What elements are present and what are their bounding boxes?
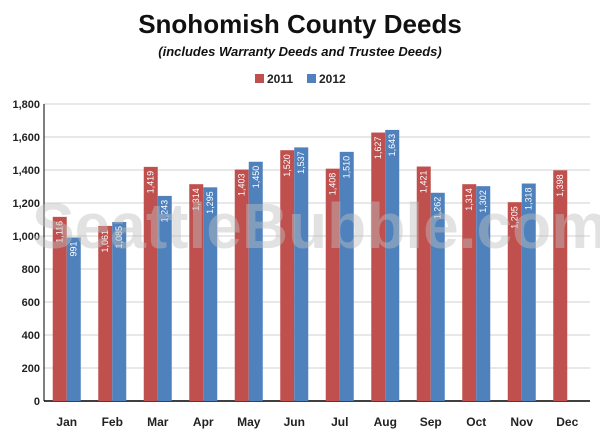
chart-subtitle: (includes Warranty Deeds and Trustee Dee… bbox=[158, 44, 441, 59]
bar-2012-May bbox=[248, 161, 263, 401]
data-label: 1,627 bbox=[373, 137, 383, 160]
x-tick-label: Aug bbox=[374, 415, 397, 429]
y-tick-label: 400 bbox=[22, 330, 40, 342]
x-tick-label: Jun bbox=[284, 415, 305, 429]
y-axis-ticks: 0 200 400 600 800 1,000 1,200 1,400 1,600 1,800 bbox=[12, 99, 40, 408]
x-tick-label: Feb bbox=[102, 415, 123, 429]
data-label: 1,510 bbox=[342, 156, 352, 179]
y-tick-label: 1,600 bbox=[12, 132, 40, 144]
y-tick-label: 1,000 bbox=[12, 231, 40, 243]
data-label: 991 bbox=[69, 241, 79, 256]
data-label: 1,302 bbox=[478, 190, 488, 213]
data-label: 1,085 bbox=[114, 226, 124, 249]
x-tick-label: May bbox=[237, 415, 261, 429]
bar-2012-Jul bbox=[339, 151, 354, 401]
legend-swatch-2011 bbox=[255, 74, 264, 83]
bar-2011-Aug bbox=[371, 132, 386, 402]
legend-label-2012: 2012 bbox=[319, 72, 346, 86]
bar-2012-Jun bbox=[294, 147, 309, 401]
bar-2012-Apr bbox=[203, 187, 218, 401]
x-axis-categories: Jan Feb Mar Apr May Jun Jul Aug Sep Oct Nov Dec bbox=[56, 415, 578, 429]
bar-2012-Aug bbox=[385, 129, 400, 401]
bar-2011-Nov bbox=[507, 202, 522, 401]
bar-2012-Oct bbox=[476, 186, 491, 401]
data-label: 1,314 bbox=[191, 188, 201, 211]
data-label: 1,116 bbox=[55, 221, 65, 243]
x-tick-label: Dec bbox=[556, 415, 578, 429]
data-label: 1,450 bbox=[251, 166, 261, 189]
x-tick-label: Jul bbox=[331, 415, 348, 429]
bar-2011-Sep bbox=[416, 166, 431, 401]
y-tick-label: 1,200 bbox=[12, 198, 40, 210]
data-label: 1,643 bbox=[387, 134, 397, 157]
x-tick-label: Mar bbox=[147, 415, 169, 429]
data-label: 1,262 bbox=[433, 197, 443, 220]
x-tick-label: Jan bbox=[56, 415, 77, 429]
data-label: 1,318 bbox=[524, 188, 534, 211]
bar-2011-Dec bbox=[553, 170, 568, 401]
bar-2011-Mar bbox=[143, 166, 158, 401]
data-label: 1,205 bbox=[510, 206, 520, 229]
data-label: 1,061 bbox=[100, 230, 110, 253]
x-tick-label: Apr bbox=[193, 415, 214, 429]
bars: 1,116 1,061 1,419 1,314 1,403 1,520 1,408 1,627… bbox=[52, 129, 568, 402]
gridlines bbox=[43, 103, 590, 402]
bar-2011-Apr bbox=[189, 184, 204, 401]
data-label: 1,403 bbox=[237, 174, 247, 197]
x-tick-label: Oct bbox=[466, 415, 486, 429]
chart-title: Snohomish County Deeds bbox=[138, 9, 462, 39]
bar-2012-Nov bbox=[521, 183, 536, 401]
data-label: 1,408 bbox=[328, 173, 338, 196]
bar-2012-Feb bbox=[112, 221, 127, 401]
bar-2012-Sep bbox=[430, 192, 445, 401]
data-label: 1,243 bbox=[160, 200, 170, 223]
data-label: 1,520 bbox=[282, 154, 292, 177]
bar-2011-Oct bbox=[462, 184, 477, 401]
data-label: 1,314 bbox=[464, 188, 474, 211]
bar-2011-Jan bbox=[52, 216, 67, 401]
x-tick-label: Nov bbox=[510, 415, 533, 429]
bar-2011-Jul bbox=[325, 168, 340, 401]
bar-2011-Feb bbox=[98, 225, 113, 401]
legend-swatch-2012 bbox=[307, 74, 316, 83]
y-tick-label: 1,800 bbox=[12, 99, 40, 111]
y-tick-label: 600 bbox=[22, 297, 40, 309]
y-tick-label: 1,400 bbox=[12, 165, 40, 177]
data-label: 1,295 bbox=[205, 191, 215, 214]
legend: 2011 2012 bbox=[255, 72, 346, 86]
bar-2011-May bbox=[234, 169, 249, 401]
bar-2012-Jan bbox=[66, 237, 81, 401]
data-label: 1,398 bbox=[555, 174, 565, 197]
y-tick-label: 200 bbox=[22, 363, 40, 375]
x-tick-label: Sep bbox=[420, 415, 442, 429]
legend-label-2011: 2011 bbox=[267, 72, 293, 86]
bar-2011-Jun bbox=[280, 150, 295, 401]
watermark: SeattleBubble.com bbox=[32, 190, 600, 262]
y-tick-label: 0 bbox=[34, 396, 40, 408]
data-label: 1,537 bbox=[296, 151, 306, 174]
data-label: 1,421 bbox=[419, 171, 429, 194]
y-tick-label: 800 bbox=[22, 264, 40, 276]
data-label: 1,419 bbox=[146, 171, 156, 194]
bar-2012-Mar bbox=[157, 195, 172, 401]
